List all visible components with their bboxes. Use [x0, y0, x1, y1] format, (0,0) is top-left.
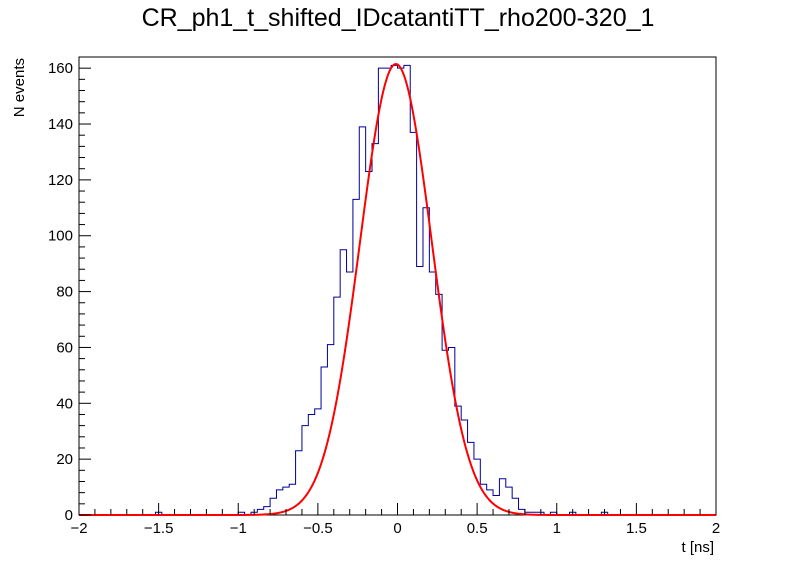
histogram-outline [79, 64, 716, 516]
histogram-bin [289, 484, 295, 515]
y-tick-label: 0 [65, 507, 73, 524]
histogram-bin [340, 250, 346, 515]
histogram-bin [404, 65, 410, 515]
x-tick-label: 1 [553, 520, 561, 537]
x-tick-label: 0 [393, 520, 401, 537]
histogram-bin [308, 414, 314, 515]
x-tick-label: −1 [230, 520, 247, 537]
y-tick-label: 40 [56, 395, 73, 412]
x-tick-label: 2 [712, 520, 720, 537]
y-axis-title: N events [11, 58, 28, 117]
y-tick-label: 80 [56, 284, 73, 301]
histogram-bin [417, 266, 423, 515]
y-tick-label: 140 [48, 116, 73, 133]
histogram-bin [391, 65, 397, 515]
histogram-bin [410, 132, 416, 515]
histogram-bin [366, 172, 372, 516]
x-axis-title: t [ns] [681, 539, 714, 556]
y-tick-label: 20 [56, 451, 73, 468]
y-tick-label: 120 [48, 172, 73, 189]
y-tick-label: 160 [48, 60, 73, 77]
gaussian-fit-curve [79, 62, 716, 516]
x-tick-label: 1.5 [626, 520, 647, 537]
histogram-bin [429, 272, 435, 515]
histogram-bin [353, 199, 359, 515]
y-tick-label: 100 [48, 228, 73, 245]
histogram-bin [468, 442, 474, 515]
x-tick-label: 0.5 [467, 520, 488, 537]
histogram-bin [385, 68, 391, 515]
x-tick-label: −2 [70, 520, 87, 537]
histogram-bin [423, 208, 429, 515]
histogram-bin [436, 294, 442, 515]
histogram-bin [378, 68, 384, 515]
histogram-bin [321, 367, 327, 515]
histogram-bin [398, 68, 404, 515]
y-tick-label: 60 [56, 339, 73, 356]
histogram-bin [442, 350, 448, 515]
x-tick-label: −0.5 [303, 520, 333, 537]
x-tick-label: −1.5 [144, 520, 174, 537]
histogram-bin [315, 409, 321, 515]
histogram-bin [302, 426, 308, 515]
histogram-bin [359, 127, 365, 515]
chart-title: CR_ph1_t_shifted_IDcatantiTT_rho200-320_… [141, 4, 655, 32]
histogram-bin [372, 144, 378, 515]
